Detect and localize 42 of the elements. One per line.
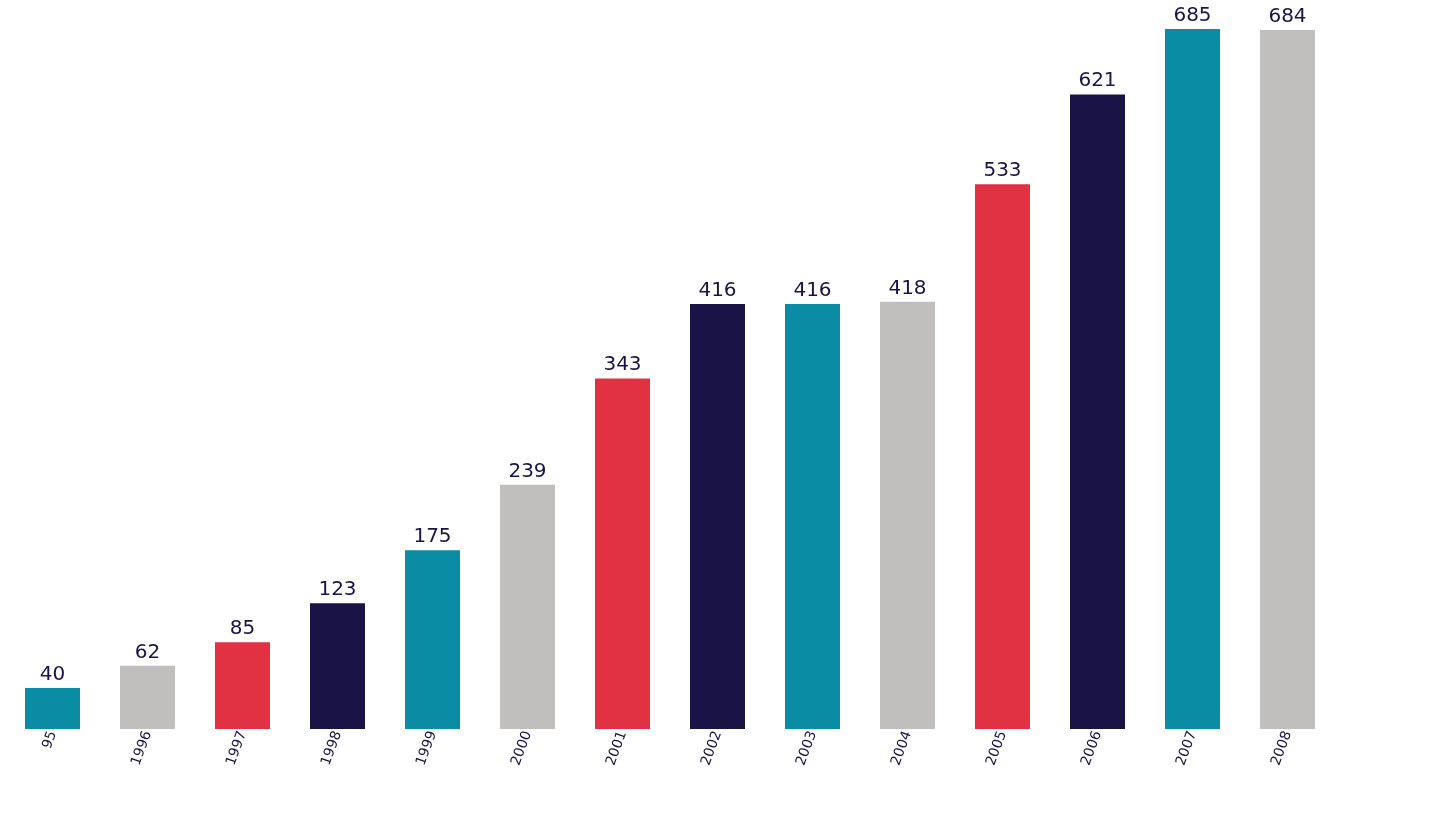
bar bbox=[690, 303, 745, 729]
x-tick-label: 2002 bbox=[696, 728, 725, 768]
bar bbox=[215, 642, 270, 729]
bar bbox=[120, 665, 175, 729]
x-tick-label: 2004 bbox=[886, 728, 915, 768]
data-label: 62 bbox=[134, 638, 161, 663]
x-tick-label: 2000 bbox=[506, 728, 535, 768]
x-tick-label: 1996 bbox=[126, 728, 155, 768]
data-label: 621 bbox=[1078, 67, 1117, 92]
data-label: 343 bbox=[603, 351, 642, 376]
bar bbox=[1070, 94, 1125, 729]
bar bbox=[975, 184, 1030, 729]
bar bbox=[880, 301, 935, 729]
bar bbox=[405, 550, 460, 729]
bar bbox=[595, 378, 650, 729]
data-label: 175 bbox=[413, 523, 452, 548]
data-label: 416 bbox=[698, 276, 737, 301]
x-tick-label: 2008 bbox=[1266, 728, 1295, 768]
data-label: 685 bbox=[1173, 2, 1212, 26]
data-label: 418 bbox=[888, 274, 927, 299]
bar bbox=[1260, 30, 1315, 729]
data-label: 40 bbox=[39, 661, 66, 686]
bar bbox=[785, 303, 840, 729]
bar bbox=[1165, 29, 1220, 729]
data-label: 85 bbox=[229, 615, 256, 640]
x-tick-label: 95 bbox=[37, 728, 60, 751]
data-label: 533 bbox=[983, 157, 1022, 182]
x-tick-label: 2001 bbox=[601, 728, 630, 768]
x-tick-label: 2007 bbox=[1171, 728, 1200, 768]
bar bbox=[310, 603, 365, 729]
x-tick-label: 1998 bbox=[316, 728, 345, 768]
x-tick-label: 2006 bbox=[1076, 728, 1105, 768]
x-tick-label: 2005 bbox=[981, 728, 1010, 768]
x-tick-label: 2003 bbox=[791, 728, 820, 768]
data-label: 123 bbox=[318, 576, 357, 601]
bar bbox=[25, 688, 80, 729]
data-label: 416 bbox=[793, 276, 832, 301]
bar bbox=[500, 484, 555, 729]
x-tick-label: 1999 bbox=[411, 728, 440, 768]
data-label: 684 bbox=[1268, 3, 1307, 28]
x-tick-label: 1997 bbox=[221, 728, 250, 768]
data-label: 239 bbox=[508, 457, 547, 482]
